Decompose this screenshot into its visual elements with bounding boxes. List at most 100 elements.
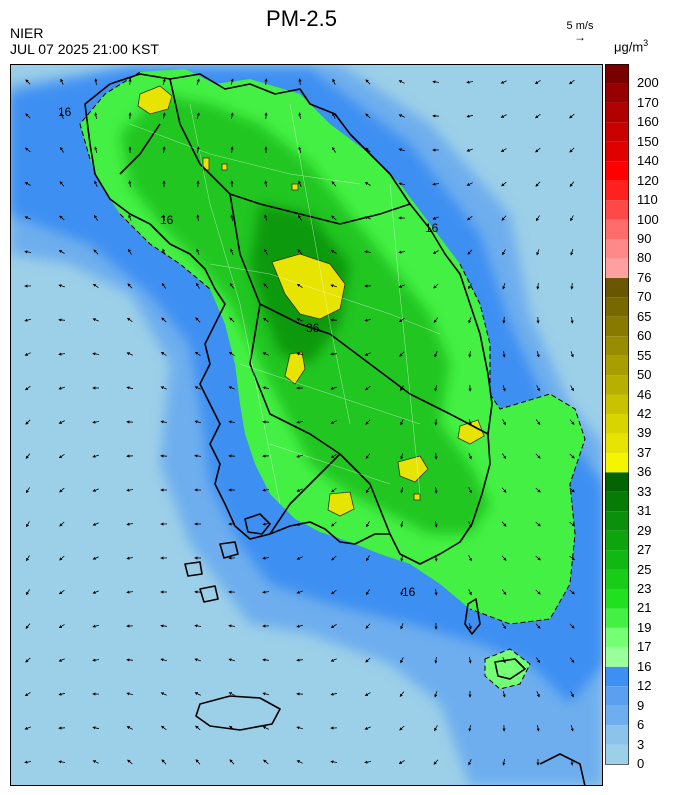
colorbar-bin xyxy=(605,627,629,648)
wind-arrow-icon xyxy=(569,487,575,493)
colorbar-bin xyxy=(605,336,629,356)
colorbar-bin xyxy=(605,180,629,201)
wind-arrow-icon xyxy=(535,419,541,426)
wind-arrow-icon xyxy=(228,658,236,662)
colorbar-tick-label: 55 xyxy=(637,347,652,363)
colorbar-bin xyxy=(605,83,629,103)
wind-arrow-icon xyxy=(330,386,338,390)
wind-arrow-icon xyxy=(330,250,337,254)
wind-arrow-icon xyxy=(24,318,32,322)
colorbar-tick-label: 6 xyxy=(637,717,645,733)
wind-arrow-icon xyxy=(230,112,234,119)
wind-arrow-icon xyxy=(330,318,338,322)
wind-arrow-icon xyxy=(400,487,404,494)
wind-arrow-icon xyxy=(94,146,98,154)
wind-arrow-icon xyxy=(160,624,168,628)
wind-arrow-icon xyxy=(466,80,474,84)
colorbar-bin xyxy=(605,608,629,628)
wind-arrow-icon xyxy=(59,555,65,561)
wind-arrow-icon xyxy=(398,317,405,323)
contour-label: 16 xyxy=(160,213,174,227)
wind-arrow-icon xyxy=(194,692,201,696)
wind-arrow-icon xyxy=(502,758,506,766)
wind-arrow-icon xyxy=(94,180,98,187)
contour-label-group: 16 16 16 36 16 xyxy=(58,105,439,599)
wind-arrow-icon xyxy=(160,725,167,731)
wind-arrow-icon xyxy=(331,555,337,561)
hotspots xyxy=(137,85,485,517)
wind-arrow-icon xyxy=(58,284,66,288)
wind-arrow-icon xyxy=(569,623,575,629)
colorbar-frame xyxy=(605,64,629,765)
wind-arrow-icon xyxy=(468,759,472,766)
wind-arrow-icon xyxy=(365,113,371,119)
wind-arrow-icon xyxy=(59,146,64,153)
colorbar-bin xyxy=(605,64,629,84)
wind-arrow-icon xyxy=(330,420,337,424)
wind-arrow-icon xyxy=(296,488,303,492)
wind-arrow-icon xyxy=(126,352,133,356)
wind-arrow-icon xyxy=(230,248,234,255)
agency-label: NIER xyxy=(10,25,44,41)
colorbar-tick-label: 170 xyxy=(637,94,659,110)
wind-arrow-icon xyxy=(468,725,472,732)
wind-arrow-icon xyxy=(92,420,100,424)
wind-arrow-icon xyxy=(569,419,575,425)
colorbar-tick-label: 80 xyxy=(637,250,652,266)
wind-arrow-icon xyxy=(297,249,303,255)
wind-arrow-icon xyxy=(570,691,574,698)
wind-arrow-icon xyxy=(58,692,65,696)
wind-arrow-icon xyxy=(468,589,472,596)
colorbar-tick-label: 17 xyxy=(637,639,652,655)
wind-arrow-icon xyxy=(466,215,473,221)
wind-arrow-icon xyxy=(25,657,31,663)
wind-arrow-icon xyxy=(364,385,371,391)
wind-arrow-icon xyxy=(432,216,439,220)
wind-arrow-icon xyxy=(298,146,302,154)
wind-arrow-icon xyxy=(264,248,268,255)
wind-arrow-icon xyxy=(500,148,507,153)
wind-arrow-icon xyxy=(162,78,166,86)
wind-arrow-icon xyxy=(399,691,405,698)
wind-arrow-icon xyxy=(128,78,132,86)
wind-arrow-icon xyxy=(468,623,472,630)
wind-arrow-icon xyxy=(126,386,133,390)
colorbar-tick-label: 12 xyxy=(637,678,652,694)
wind-arrow-icon xyxy=(365,147,371,153)
wind-arrow-icon xyxy=(92,658,100,662)
wind-arrow-icon xyxy=(24,726,31,730)
wind-arrow-icon xyxy=(330,760,338,764)
wind-arrow-icon xyxy=(501,521,507,527)
wind-arrow-icon xyxy=(196,112,200,120)
colorbar-bin xyxy=(605,141,629,162)
wind-arrow-icon xyxy=(60,78,64,85)
wind-arrow-icon xyxy=(298,112,302,120)
wind-arrow-icon xyxy=(128,248,132,255)
wind-arrow-icon xyxy=(536,657,541,664)
wind-arrow-icon xyxy=(468,555,472,562)
wind-arrow-icon xyxy=(434,725,438,732)
wind-arrow-icon xyxy=(400,554,404,562)
wind-arrow-icon xyxy=(466,148,473,152)
colorbar-bin xyxy=(605,550,629,570)
wind-arrow-icon xyxy=(570,724,574,732)
colorbar-bin xyxy=(605,491,629,512)
wind-arrow-icon xyxy=(24,147,31,153)
wind-arrow-icon xyxy=(434,520,438,528)
colorbar-bin xyxy=(605,316,629,337)
colorbar-tick-label: 100 xyxy=(637,211,659,227)
colorbar-bin xyxy=(605,530,629,551)
wind-arrow-icon xyxy=(59,521,65,527)
wind-arrow-icon xyxy=(330,284,338,288)
wind-arrow-icon xyxy=(230,146,234,154)
colorbar-bin xyxy=(605,414,629,434)
wind-arrow-icon xyxy=(501,487,507,493)
wind-arrow-icon xyxy=(364,250,372,254)
wind-arrow-icon xyxy=(502,623,507,630)
wind-arrow-icon xyxy=(398,148,405,152)
wind-arrow-icon xyxy=(502,657,506,664)
wind-arrow-icon xyxy=(92,726,99,730)
wind-arrow-icon xyxy=(92,488,99,492)
wind-arrow-icon xyxy=(399,725,405,731)
wind-arrow-icon xyxy=(330,692,337,696)
